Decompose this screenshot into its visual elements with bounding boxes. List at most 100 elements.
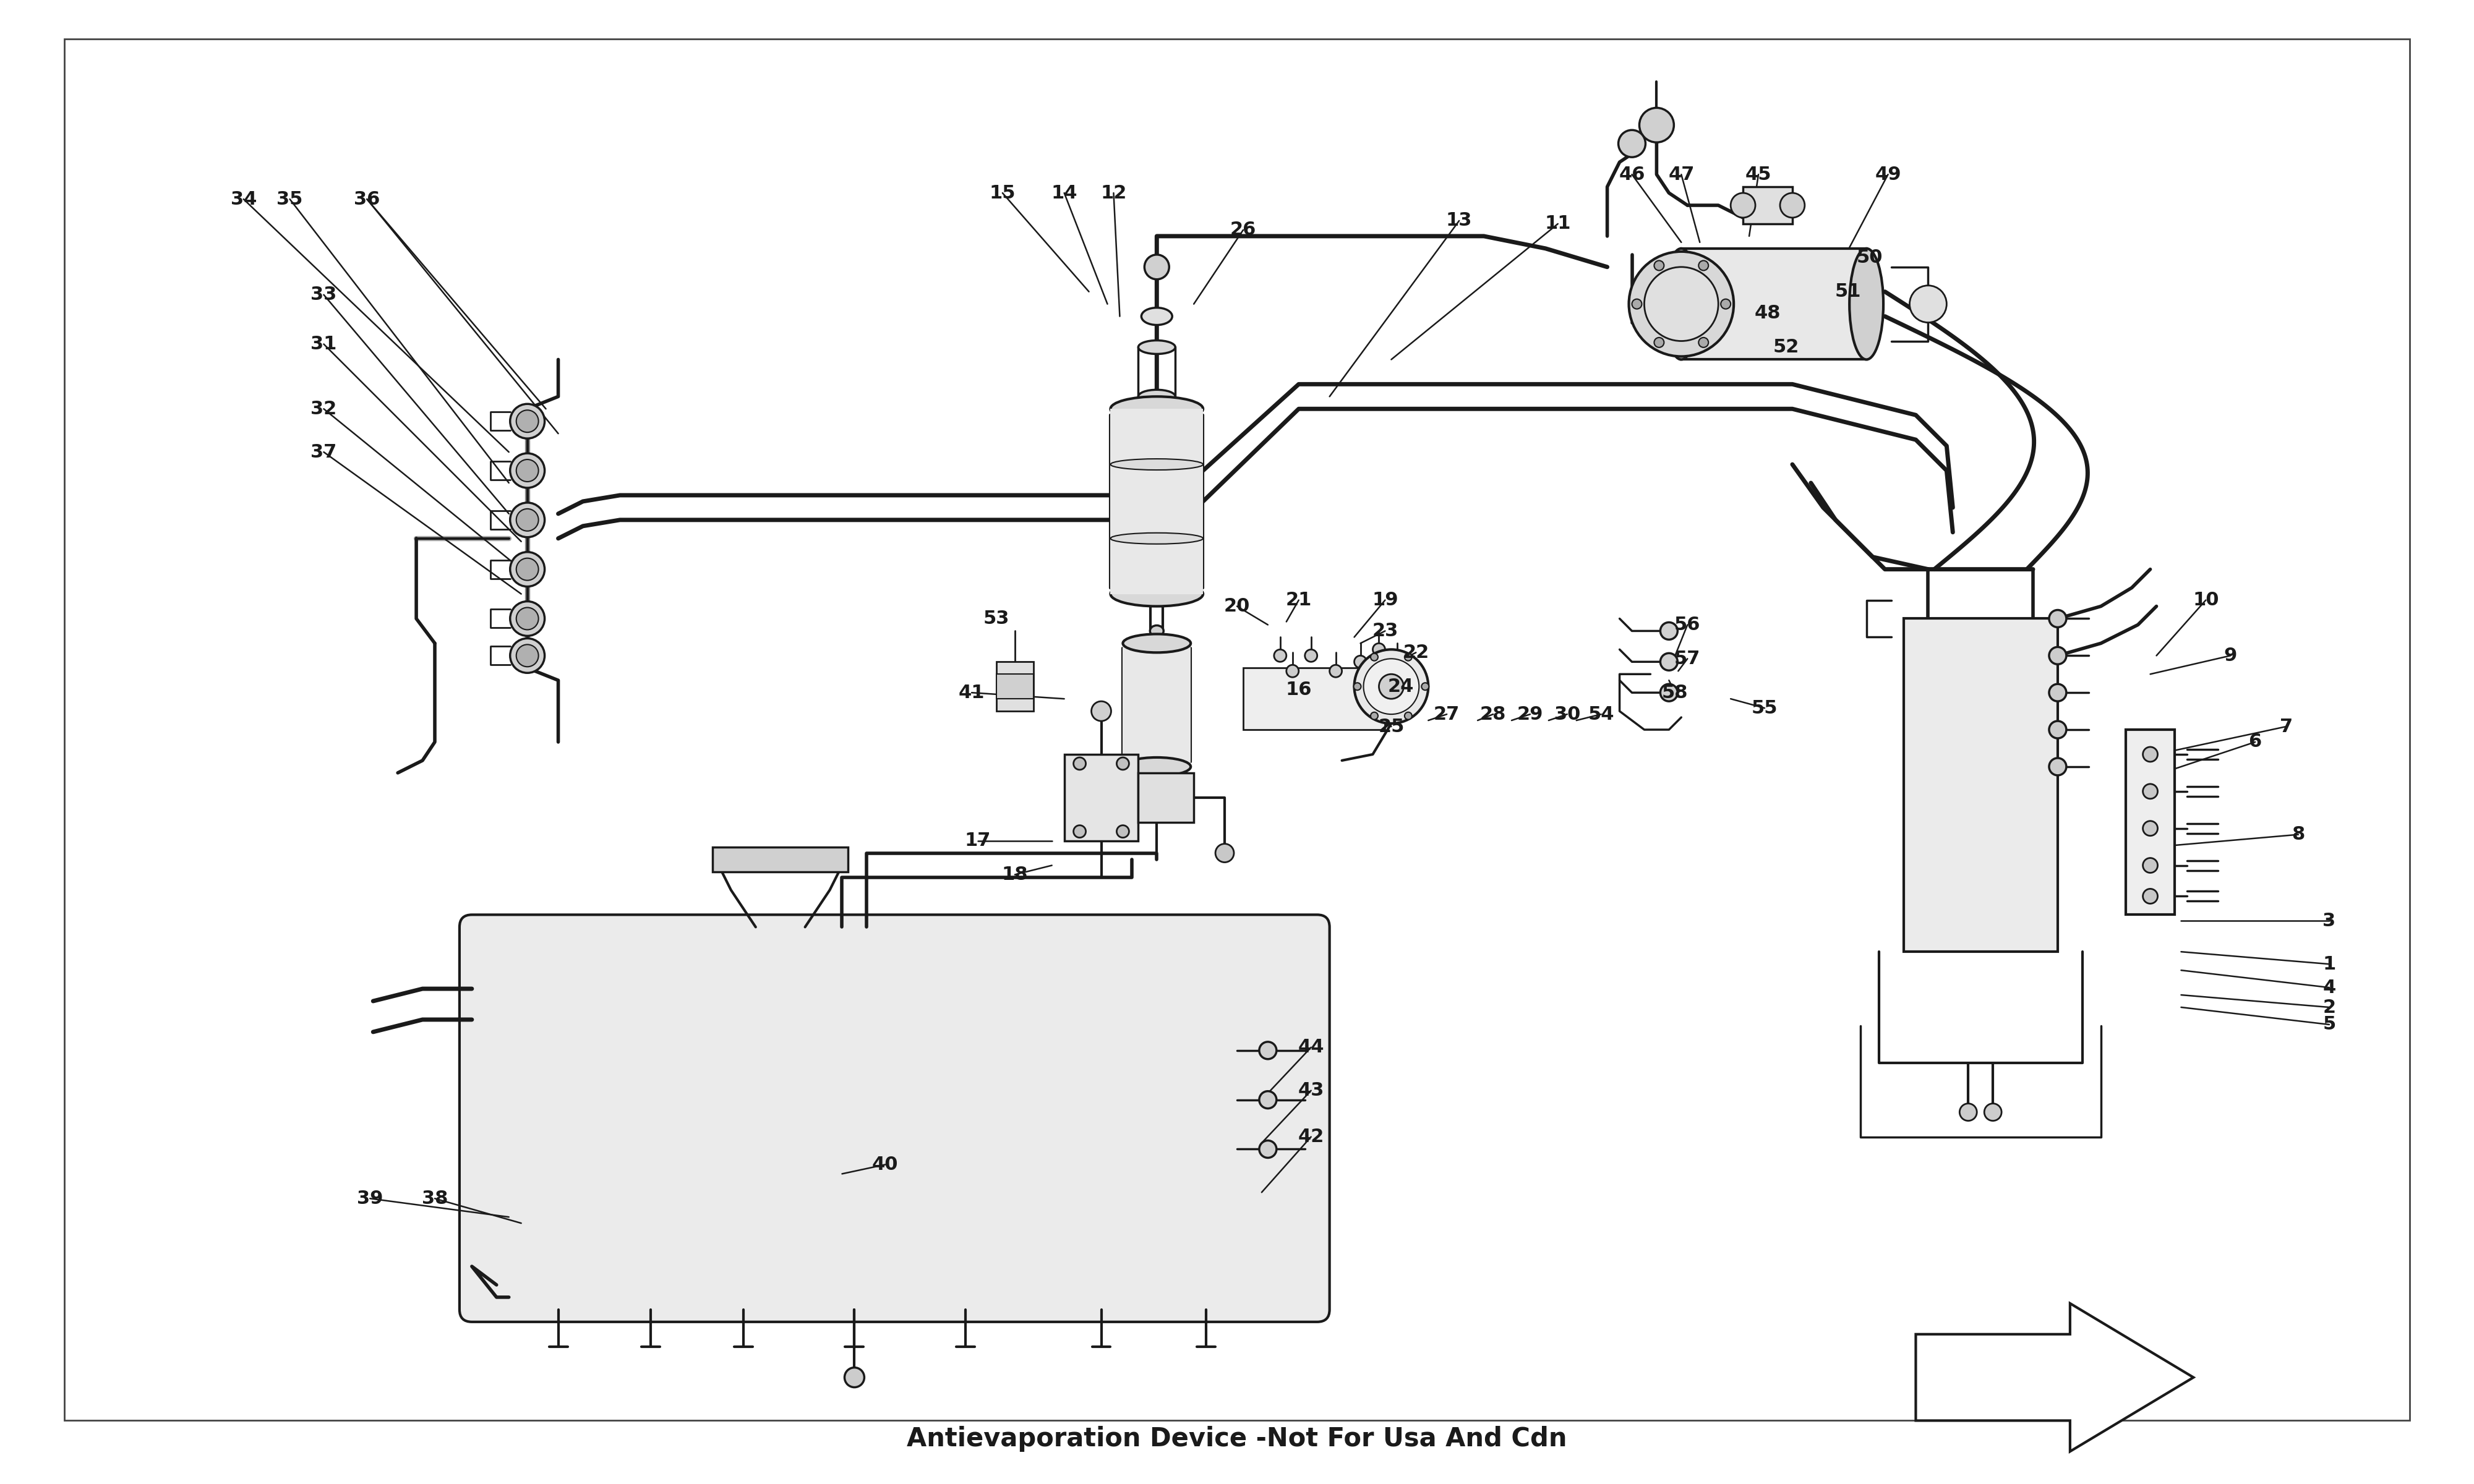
Circle shape bbox=[2142, 821, 2157, 835]
Text: 12: 12 bbox=[1101, 184, 1126, 202]
Circle shape bbox=[1405, 712, 1413, 720]
Text: 47: 47 bbox=[1667, 166, 1695, 184]
Ellipse shape bbox=[1123, 757, 1190, 776]
Text: 19: 19 bbox=[1373, 591, 1398, 608]
Bar bbox=[1903, 619, 2058, 951]
Circle shape bbox=[510, 453, 544, 488]
Text: 8: 8 bbox=[2291, 825, 2306, 843]
Circle shape bbox=[1304, 650, 1316, 662]
Text: 9: 9 bbox=[2224, 647, 2236, 665]
Text: 7: 7 bbox=[2279, 718, 2293, 736]
Ellipse shape bbox=[1111, 459, 1202, 470]
Circle shape bbox=[1329, 665, 1341, 677]
Circle shape bbox=[1640, 108, 1675, 142]
Text: 24: 24 bbox=[1388, 678, 1413, 696]
Circle shape bbox=[2048, 684, 2066, 702]
Circle shape bbox=[844, 1368, 863, 1388]
Circle shape bbox=[1700, 337, 1710, 347]
Text: 1: 1 bbox=[2323, 956, 2335, 974]
Circle shape bbox=[510, 638, 544, 672]
Ellipse shape bbox=[1148, 810, 1165, 822]
Circle shape bbox=[2048, 647, 2066, 665]
Text: 38: 38 bbox=[421, 1190, 448, 1208]
Text: 33: 33 bbox=[312, 286, 336, 304]
Text: 22: 22 bbox=[1403, 644, 1430, 662]
Polygon shape bbox=[1915, 1303, 2194, 1451]
Circle shape bbox=[1378, 674, 1403, 699]
Text: 41: 41 bbox=[957, 684, 985, 702]
Text: 31: 31 bbox=[312, 335, 336, 353]
Text: 50: 50 bbox=[1856, 249, 1883, 267]
Circle shape bbox=[1145, 255, 1170, 279]
Circle shape bbox=[1633, 300, 1643, 309]
Text: 48: 48 bbox=[1754, 304, 1781, 322]
Circle shape bbox=[517, 410, 539, 432]
Circle shape bbox=[2142, 889, 2157, 904]
Circle shape bbox=[510, 552, 544, 586]
Text: 23: 23 bbox=[1373, 622, 1398, 640]
Text: 11: 11 bbox=[1544, 215, 1571, 233]
Circle shape bbox=[2142, 746, 2157, 761]
Circle shape bbox=[1618, 131, 1645, 157]
Circle shape bbox=[1910, 285, 1947, 322]
Text: 14: 14 bbox=[1051, 184, 1076, 202]
Circle shape bbox=[517, 644, 539, 666]
Circle shape bbox=[1286, 665, 1299, 677]
Circle shape bbox=[1655, 337, 1665, 347]
Circle shape bbox=[2142, 858, 2157, 873]
Bar bbox=[1682, 248, 1865, 359]
Text: Antievaporation Device -Not For Usa And Cdn: Antievaporation Device -Not For Usa And … bbox=[908, 1426, 1566, 1451]
Circle shape bbox=[517, 558, 539, 580]
Text: 42: 42 bbox=[1299, 1128, 1324, 1146]
Circle shape bbox=[1259, 1091, 1277, 1109]
Ellipse shape bbox=[1665, 248, 1697, 359]
Text: 2: 2 bbox=[2323, 999, 2335, 1017]
Circle shape bbox=[1722, 300, 1732, 309]
Circle shape bbox=[1274, 650, 1286, 662]
Bar bbox=[1242, 668, 1385, 730]
Text: 54: 54 bbox=[1588, 705, 1613, 723]
Text: 5: 5 bbox=[2323, 1015, 2335, 1033]
Text: 52: 52 bbox=[1774, 338, 1799, 356]
Circle shape bbox=[1645, 267, 1719, 341]
Ellipse shape bbox=[1138, 390, 1175, 404]
Ellipse shape bbox=[1111, 582, 1202, 607]
Circle shape bbox=[1959, 1104, 1977, 1120]
Text: 44: 44 bbox=[1299, 1039, 1324, 1057]
Circle shape bbox=[1628, 252, 1734, 356]
Text: 55: 55 bbox=[1752, 699, 1779, 717]
Circle shape bbox=[2048, 610, 2066, 628]
Circle shape bbox=[1403, 668, 1415, 680]
Text: 29: 29 bbox=[1517, 705, 1544, 723]
Circle shape bbox=[1405, 653, 1413, 660]
Circle shape bbox=[510, 503, 544, 537]
Circle shape bbox=[1660, 684, 1677, 702]
Text: 34: 34 bbox=[230, 190, 257, 208]
Text: 28: 28 bbox=[1479, 705, 1507, 723]
Circle shape bbox=[2142, 784, 2157, 798]
Circle shape bbox=[1660, 653, 1677, 671]
Circle shape bbox=[1259, 1141, 1277, 1158]
Circle shape bbox=[1390, 656, 1403, 668]
Text: 27: 27 bbox=[1435, 705, 1460, 723]
Text: 30: 30 bbox=[1554, 705, 1581, 723]
Text: 32: 32 bbox=[312, 399, 336, 418]
Circle shape bbox=[1655, 261, 1665, 270]
Circle shape bbox=[1371, 712, 1378, 720]
Text: 20: 20 bbox=[1225, 598, 1249, 616]
Circle shape bbox=[1091, 702, 1111, 721]
Bar bbox=[713, 847, 849, 871]
Text: 4: 4 bbox=[2323, 978, 2335, 996]
Bar bbox=[1111, 410, 1202, 594]
Circle shape bbox=[1373, 643, 1385, 656]
Text: 6: 6 bbox=[2249, 733, 2261, 751]
Circle shape bbox=[517, 460, 539, 482]
Ellipse shape bbox=[1123, 634, 1190, 653]
Ellipse shape bbox=[1138, 340, 1175, 355]
Bar bbox=[997, 662, 1034, 711]
Text: 58: 58 bbox=[1663, 684, 1687, 702]
Ellipse shape bbox=[1141, 307, 1173, 325]
Text: 3: 3 bbox=[2323, 913, 2335, 930]
Circle shape bbox=[1779, 193, 1804, 218]
Text: 37: 37 bbox=[312, 444, 336, 462]
